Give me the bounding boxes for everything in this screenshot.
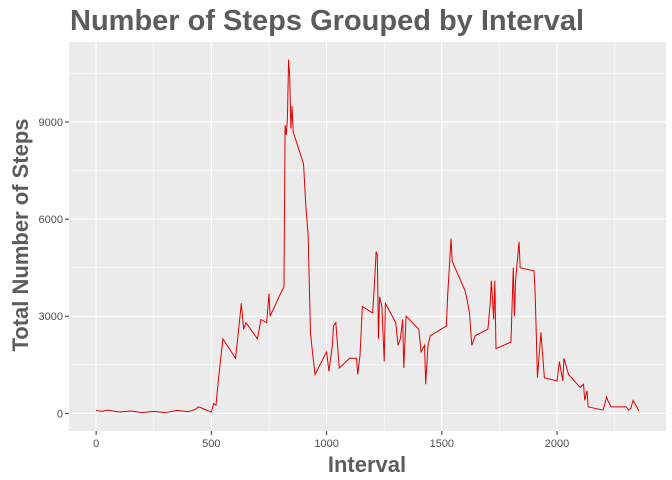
x-tick-label: 2000: [545, 438, 569, 450]
x-tick-label: 1500: [430, 438, 454, 450]
plot-panel: [69, 42, 666, 431]
y-tick-label: 9000: [39, 117, 63, 129]
y-tick-label: 3000: [39, 311, 63, 323]
x-tick-label: 0: [93, 438, 99, 450]
y-tick-label: 0: [57, 408, 63, 420]
y-axis-label: Total Number of Steps: [8, 118, 33, 351]
y-tick-label: 6000: [39, 214, 63, 226]
line-series: [96, 59, 640, 414]
chart-title: Number of Steps Grouped by Interval: [70, 5, 584, 37]
x-tick-label: 1000: [314, 438, 338, 450]
x-axis-label: Interval: [328, 452, 406, 477]
x-tick-label: 500: [202, 438, 220, 450]
